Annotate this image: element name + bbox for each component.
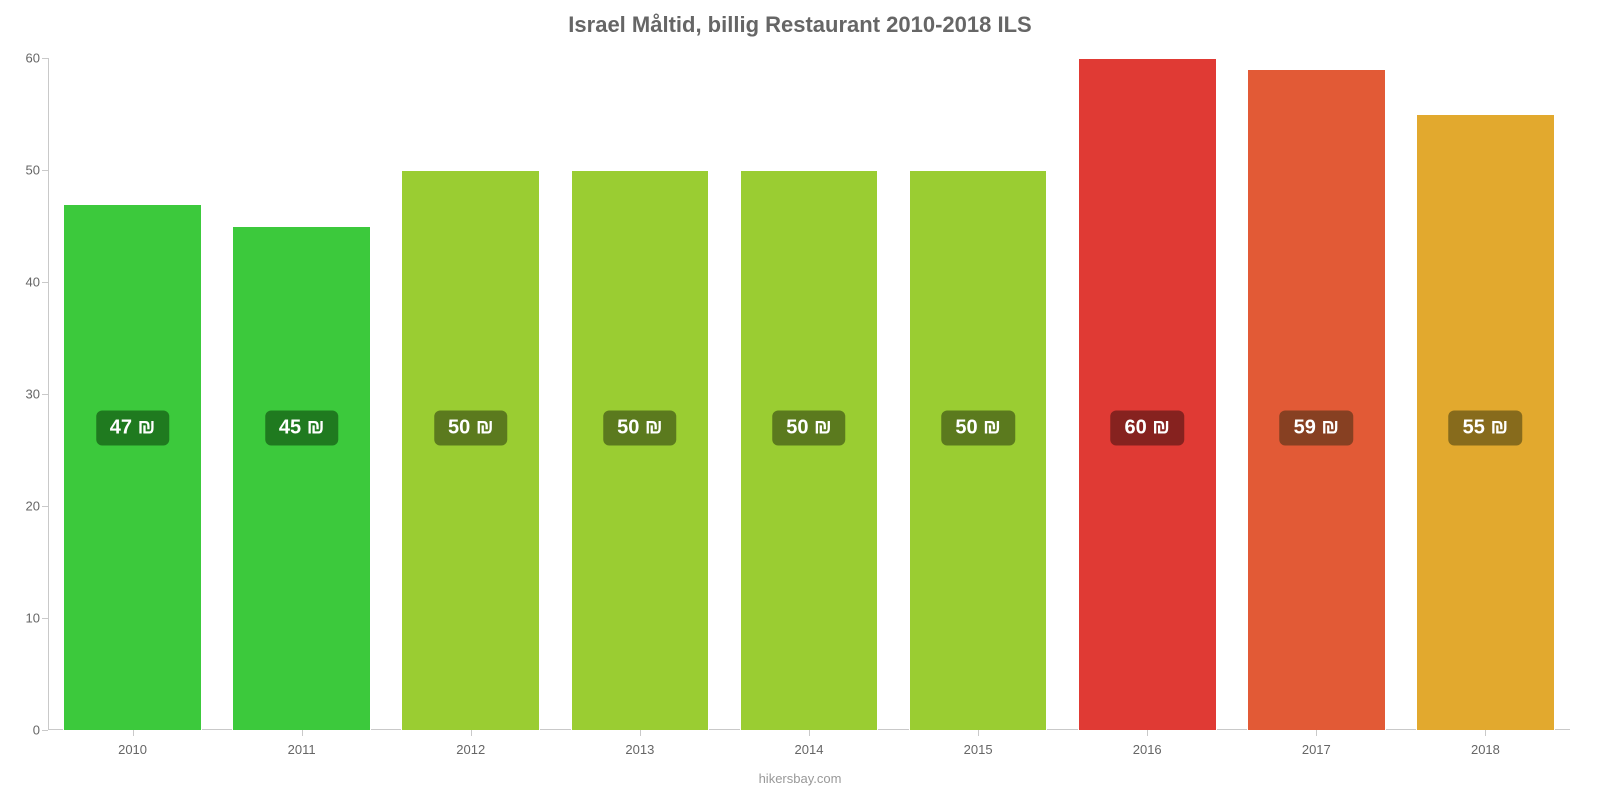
bar-slot: 59 ₪2017 [1232,58,1401,730]
chart-footer: hikersbay.com [0,771,1600,786]
y-tick-mark [42,730,48,731]
bar-slot: 45 ₪2011 [217,58,386,730]
bar-value-badge: 47 ₪ [96,410,169,445]
bar-value-badge: 50 ₪ [603,410,676,445]
bar-value-badge: 60 ₪ [1110,410,1183,445]
bars-container: 47 ₪201045 ₪201150 ₪201250 ₪201350 ₪2014… [48,58,1570,730]
x-tick-label: 2015 [964,730,993,757]
bar-value-badge: 50 ₪ [434,410,507,445]
chart-title: Israel Måltid, billig Restaurant 2010-20… [0,12,1600,38]
bar-slot: 47 ₪2010 [48,58,217,730]
x-tick-label: 2011 [288,730,316,757]
bar-slot: 60 ₪2016 [1063,58,1232,730]
bar-value-badge: 50 ₪ [772,410,845,445]
x-tick-label: 2013 [625,730,654,757]
x-tick-label: 2016 [1133,730,1162,757]
x-tick-label: 2018 [1471,730,1500,757]
bar-value-badge: 59 ₪ [1280,410,1353,445]
bar [63,204,202,730]
bar [1078,58,1217,730]
bar-value-badge: 45 ₪ [265,410,338,445]
x-tick-label: 2010 [118,730,147,757]
plot-area: 0102030405060 47 ₪201045 ₪201150 ₪201250… [48,58,1570,730]
x-tick-label: 2012 [456,730,485,757]
x-tick-label: 2014 [795,730,824,757]
bar [740,170,879,730]
bar [232,226,371,730]
bar [1247,69,1386,730]
bar-value-badge: 55 ₪ [1449,410,1522,445]
bar [909,170,1048,730]
x-tick-label: 2017 [1302,730,1331,757]
bar-slot: 50 ₪2012 [386,58,555,730]
bar-slot: 50 ₪2014 [724,58,893,730]
bar [571,170,710,730]
bar-slot: 50 ₪2015 [894,58,1063,730]
bar-slot: 55 ₪2018 [1401,58,1570,730]
bar [401,170,540,730]
bar-chart: Israel Måltid, billig Restaurant 2010-20… [0,0,1600,800]
bar-value-badge: 50 ₪ [941,410,1014,445]
bar-slot: 50 ₪2013 [555,58,724,730]
